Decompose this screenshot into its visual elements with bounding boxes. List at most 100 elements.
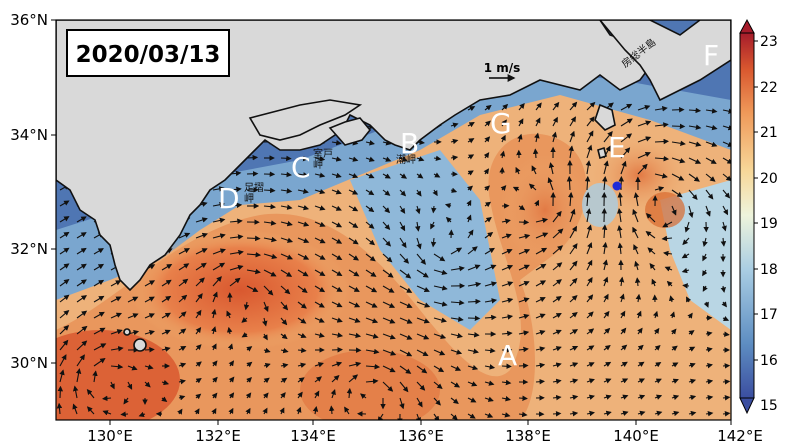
- current-vector: [262, 392, 269, 399]
- current-vector: [705, 331, 713, 337]
- current-vector: [72, 385, 79, 399]
- current-vector: [382, 365, 396, 373]
- current-vector: [602, 241, 608, 255]
- current-vector: [365, 237, 376, 246]
- current-vector: [671, 410, 680, 417]
- current-vector: [59, 247, 70, 255]
- current-vector: [382, 189, 391, 196]
- current-vector: [620, 361, 628, 367]
- current-vector: [416, 365, 428, 374]
- place-muroto: 室戸岬: [313, 147, 333, 171]
- current-vector: [586, 224, 593, 239]
- current-vector: [688, 394, 697, 401]
- current-vector: [263, 236, 277, 243]
- current-vector: [86, 406, 95, 415]
- current-vector: [535, 117, 541, 127]
- current-vector: [586, 294, 594, 303]
- current-vector: [416, 301, 431, 308]
- current-vector: [280, 269, 293, 277]
- current-vector: [584, 175, 591, 191]
- current-vector: [637, 327, 643, 335]
- current-vector: [314, 390, 320, 399]
- current-vector: [569, 295, 578, 303]
- current-vector: [668, 295, 675, 303]
- current-vector: [433, 301, 448, 307]
- current-vector: [348, 332, 362, 339]
- current-vector: [450, 265, 465, 272]
- current-vector: [484, 231, 494, 239]
- current-vector: [531, 165, 537, 175]
- current-vector: [518, 118, 524, 127]
- current-vector: [297, 285, 308, 293]
- current-vector: [399, 189, 407, 197]
- current-vector: [382, 205, 391, 214]
- current-vector: [654, 410, 663, 417]
- current-vector: [331, 332, 344, 338]
- current-vector: [705, 157, 717, 164]
- current-vector: [399, 349, 413, 357]
- current-vector: [399, 365, 412, 374]
- current-vector: [445, 216, 452, 223]
- current-vector: [178, 362, 187, 368]
- current-vector: [102, 410, 112, 416]
- current-vector: [720, 237, 727, 247]
- current-vector: [382, 285, 395, 293]
- current-vector: [382, 349, 397, 356]
- current-vector: [722, 395, 731, 401]
- current-vector: [552, 411, 562, 417]
- current-vector: [620, 344, 628, 351]
- current-vector: [569, 394, 579, 401]
- current-vector: [195, 248, 208, 255]
- current-vector: [705, 124, 718, 131]
- current-vector: [280, 362, 289, 369]
- current-vector: [552, 295, 562, 303]
- current-vector: [416, 237, 422, 250]
- current-vector: [365, 173, 375, 179]
- point-label-g: G: [490, 107, 512, 140]
- current-vector: [127, 381, 133, 390]
- current-vector: [348, 205, 359, 212]
- current-vector: [211, 360, 218, 367]
- current-vector: [518, 102, 525, 111]
- current-vector: [450, 247, 463, 255]
- lon-tick-label: 142°E: [717, 427, 763, 445]
- current-vector: [399, 156, 408, 162]
- current-vector: [517, 133, 523, 143]
- current-vector: [534, 199, 540, 207]
- current-vector: [702, 253, 708, 262]
- current-vector: [603, 378, 612, 384]
- current-vector: [569, 362, 579, 368]
- current-vector: [654, 155, 670, 162]
- place-ashizuri: 足摺岬: [244, 181, 264, 205]
- current-vector: [331, 253, 343, 261]
- current-vector: [671, 157, 686, 164]
- current-vector: [467, 381, 478, 387]
- current-vector: [127, 365, 138, 371]
- current-vector: [705, 141, 718, 147]
- current-vector: [399, 381, 409, 393]
- current-vector: [280, 253, 294, 260]
- current-vector: [535, 263, 547, 271]
- current-vector: [671, 378, 679, 384]
- current-vector: [586, 259, 593, 271]
- current-vector: [195, 277, 205, 287]
- current-vector: [662, 221, 673, 228]
- current-vector: [314, 172, 326, 178]
- current-vector: [552, 245, 564, 255]
- current-vector: [382, 301, 396, 308]
- current-vector: [262, 333, 268, 341]
- current-vector: [603, 276, 609, 287]
- current-vector: [518, 411, 528, 418]
- current-vector: [671, 394, 680, 400]
- current-vector: [365, 221, 375, 229]
- colorbar-tick: 23: [760, 34, 778, 50]
- current-vector: [602, 259, 609, 271]
- current-vector: [177, 408, 183, 415]
- current-vector: [632, 226, 639, 239]
- current-vector: [195, 393, 202, 400]
- current-vector: [211, 326, 217, 335]
- current-vector: [484, 136, 491, 143]
- current-vector: [552, 116, 558, 127]
- current-vector: [110, 312, 123, 319]
